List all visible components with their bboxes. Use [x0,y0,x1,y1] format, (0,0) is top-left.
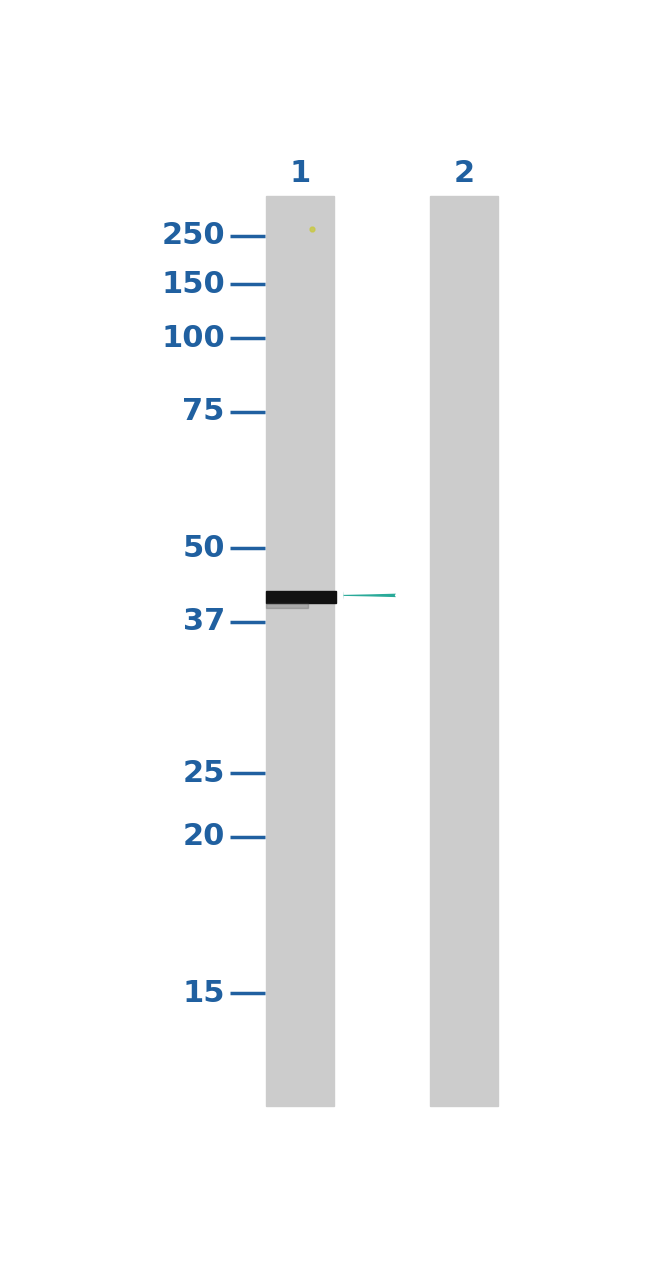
Text: 2: 2 [454,160,474,188]
Text: 75: 75 [183,398,225,425]
Text: 15: 15 [182,979,225,1008]
Bar [266,197,334,1106]
Text: 100: 100 [161,324,225,353]
Bar [266,603,308,608]
Text: 150: 150 [161,271,225,298]
Text: 20: 20 [183,823,225,851]
Text: 37: 37 [183,607,225,636]
Bar [430,197,498,1106]
Text: 50: 50 [182,533,225,563]
Bar [266,592,336,603]
Text: 25: 25 [183,759,225,787]
Text: 1: 1 [290,160,311,188]
Text: 250: 250 [161,221,225,250]
